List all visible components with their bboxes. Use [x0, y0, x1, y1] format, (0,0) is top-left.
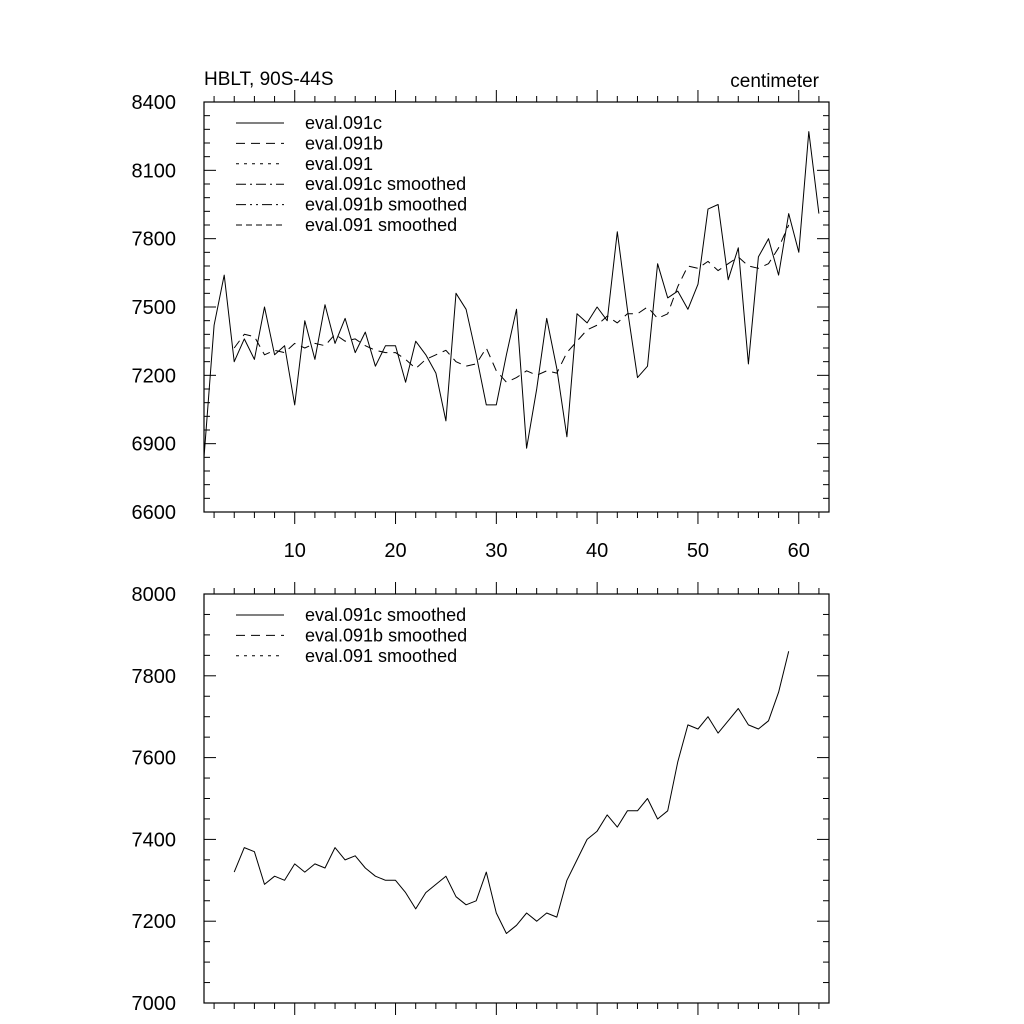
panel-1: 6600 6900 7200 7500 7800 8100 8400 10 20 30 40 50 60…	[132, 69, 830, 562]
legend-label: eval.091c smoothed	[305, 174, 466, 194]
x-tick-label: 40	[586, 540, 608, 562]
series-line-eval-091c-smoothed	[233, 651, 790, 934]
y-tick-label: 7200	[132, 365, 177, 387]
units-label: centimeter	[730, 71, 819, 92]
legend-label: eval.091b smoothed	[305, 625, 467, 645]
panel-2: 7000 7200 7400 7600 7800 8000 eval.091c smooth…	[132, 582, 830, 1015]
y-tick-label: 7200	[132, 911, 177, 933]
chart-title: HBLT, 90S-44S	[204, 69, 334, 90]
y-tick-label: 8000	[132, 584, 177, 606]
x-tick-label: 30	[485, 540, 507, 562]
plot-frame	[203, 593, 830, 1004]
x-tick-label: 60	[788, 540, 810, 562]
y-tick-label: 7800	[132, 229, 177, 251]
y-tick-label: 7000	[132, 993, 177, 1015]
y-tick-label: 6900	[132, 434, 177, 456]
y-tick-label: 7600	[132, 748, 177, 770]
legend-label: eval.091 smoothed	[305, 646, 457, 666]
legend-label: eval.091b	[305, 133, 383, 153]
x-tick-label: 50	[687, 540, 709, 562]
y-tick-label: 6600	[132, 502, 177, 524]
legend-label: eval.091 smoothed	[305, 215, 457, 235]
legend-label: eval.091c	[305, 113, 382, 133]
x-tick-label: 20	[384, 540, 406, 562]
legend-label: eval.091c smoothed	[305, 605, 466, 625]
y-tick-label: 8100	[132, 160, 177, 182]
series-line-eval-091c	[203, 131, 820, 458]
legend-label: eval.091b smoothed	[305, 195, 467, 215]
y-tick-label: 7500	[132, 297, 177, 319]
y-tick-label: 7400	[132, 829, 177, 851]
plot-frame	[203, 101, 830, 513]
series-line-eval-091c-smoothed	[233, 224, 790, 383]
x-tick-label: 10	[284, 540, 306, 562]
y-tick-label: 7800	[132, 666, 177, 688]
y-tick-label: 8400	[132, 92, 177, 114]
legend-label: eval.091	[305, 154, 373, 174]
